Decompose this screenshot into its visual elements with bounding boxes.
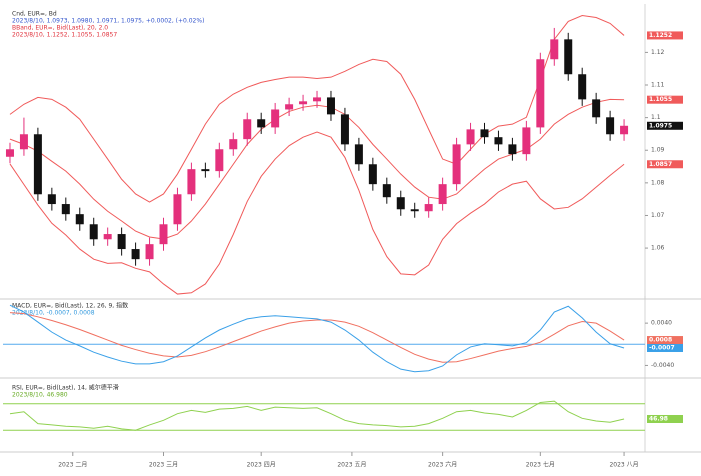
candle-body	[606, 117, 615, 135]
candle-body	[33, 134, 42, 195]
candle-body	[368, 164, 377, 185]
y-tick-label: 0.0040	[651, 320, 672, 327]
candle-body	[243, 119, 252, 140]
candle-body	[285, 104, 294, 110]
series-line	[9, 15, 625, 203]
x-tick-label: 2023 六月	[428, 461, 457, 469]
last-value-label: -0.0007	[649, 344, 675, 351]
y-tick-label: 1.1	[651, 114, 661, 121]
last-value-label: 46.98	[649, 415, 668, 422]
y-tick-label: 1.09	[651, 147, 665, 154]
candle-body	[19, 134, 28, 150]
candle-body	[564, 39, 573, 75]
candle-body	[5, 149, 14, 157]
candle-body	[410, 209, 419, 212]
y-tick-label: 1.11	[651, 82, 665, 89]
candle-body	[271, 109, 280, 128]
candle-body	[438, 184, 447, 205]
candle-body	[424, 204, 433, 212]
candle-body	[103, 234, 112, 240]
candle-body	[117, 234, 126, 250]
candle-body	[536, 59, 545, 128]
candle-body	[173, 194, 182, 225]
candle-body	[354, 144, 363, 165]
x-tick-label: 2023 四月	[247, 462, 276, 469]
candle-body	[452, 144, 461, 185]
y-tick-label: 1.07	[651, 212, 665, 219]
candle-body	[340, 114, 349, 145]
candle-body	[145, 244, 154, 260]
candle-body	[131, 249, 140, 260]
candle-body	[550, 39, 559, 60]
candle-body	[578, 74, 587, 100]
candle-body	[187, 169, 196, 195]
candle-body	[299, 101, 308, 105]
last-value-label: 1.1055	[649, 96, 672, 103]
last-value-box	[647, 121, 683, 130]
candle-body	[382, 184, 391, 198]
x-tick-label: 2023 三月	[149, 462, 178, 469]
candle-body	[257, 119, 266, 128]
candle-body	[89, 224, 98, 240]
last-value-box	[647, 343, 683, 352]
x-tick-label: 2023 二月	[58, 462, 87, 469]
y-tick-label: -0.0040	[651, 362, 674, 369]
candle-body	[466, 129, 475, 145]
series-line	[9, 304, 625, 373]
candle-body	[201, 169, 210, 172]
series-line	[9, 131, 625, 295]
last-value-label: 1.0975	[649, 122, 672, 129]
annotation: Cnd, EUR=, Bd	[12, 11, 57, 18]
last-value-box	[647, 95, 683, 104]
candle-body	[326, 97, 335, 115]
candle-body	[396, 197, 405, 210]
annotation: 2023/8/10, 46.980	[12, 392, 68, 399]
candle-body	[159, 224, 168, 245]
series-line	[9, 400, 625, 431]
candle-body	[480, 129, 489, 138]
annotation: 2023/8/10, 1.0973, 1.0980, 1.0971, 1.097…	[12, 18, 204, 25]
annotation: RSI, EUR=, Bid(Last), 14, 威尔德平滑	[12, 384, 119, 392]
x-tick-label: 2023 五月	[337, 462, 366, 469]
last-value-label: 1.1252	[649, 32, 672, 39]
x-tick-label: 2023 七月	[526, 461, 555, 469]
last-value-box	[647, 31, 683, 40]
candle-body	[61, 204, 70, 215]
y-tick-label: 1.06	[651, 245, 665, 252]
y-tick-label: 1.08	[651, 179, 665, 186]
last-value-label: 0.0008	[649, 337, 672, 344]
annotation: BBand, EUR=, Bid(Last), 20, 2.0	[12, 25, 108, 32]
candle-body	[215, 149, 224, 172]
candle-body	[522, 127, 531, 155]
y-tick-label: 1.12	[651, 49, 665, 56]
candle-body	[75, 214, 84, 225]
candle-body	[229, 139, 238, 150]
last-value-box	[647, 414, 683, 423]
annotation: MACD, EUR=, Bid(Last), 12, 26, 9, 指数	[12, 302, 128, 310]
annotation: 2023/8/10, -0.0007, 0.0008	[12, 310, 95, 317]
candle-body	[47, 194, 56, 205]
candle-body	[508, 144, 517, 155]
last-value-box	[647, 160, 683, 169]
last-value-box	[647, 336, 683, 345]
candle-body	[592, 99, 601, 118]
candle-body	[494, 137, 503, 145]
x-tick-label: 2023 八月	[609, 462, 638, 469]
candle-body	[313, 97, 322, 102]
candle-body	[620, 125, 629, 135]
series-line	[9, 312, 625, 363]
annotation: 2023/8/10, 1.1252, 1.1055, 1.0857	[12, 32, 117, 39]
last-value-label: 1.0857	[649, 161, 672, 168]
